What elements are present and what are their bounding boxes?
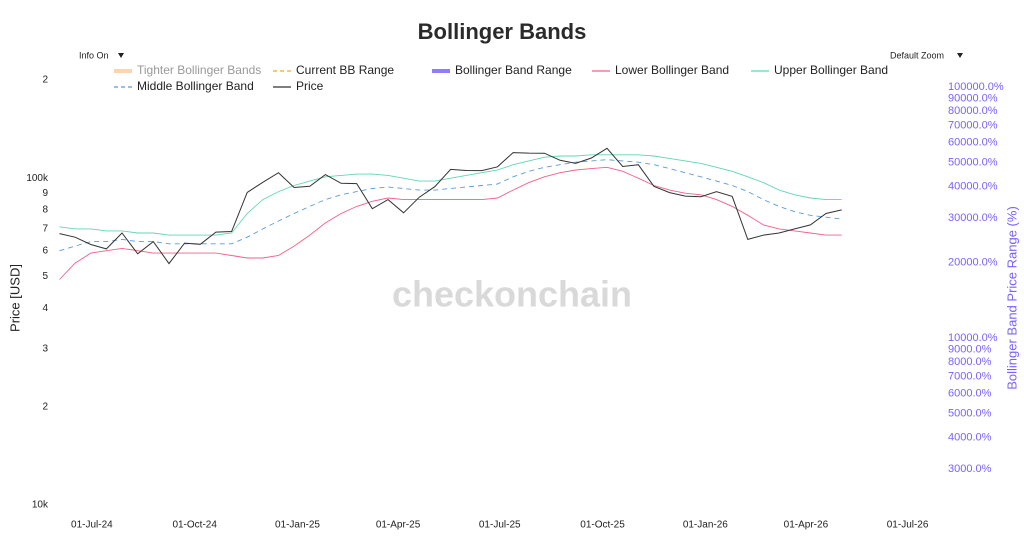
- y-tick-label: 3: [42, 344, 48, 355]
- dropdown-arrow[interactable]: [118, 53, 124, 58]
- y-tick-label: 2: [42, 401, 48, 412]
- series-line: [59, 154, 842, 236]
- x-tick-label: 01-Oct-24: [172, 520, 217, 531]
- y2-tick-label: 40000.0%: [948, 181, 998, 193]
- y2-tick-label: 7000.0%: [948, 371, 992, 383]
- dropdown-arrow[interactable]: [957, 53, 963, 58]
- legend-item[interactable]: Bollinger Band Range: [432, 63, 572, 77]
- y-tick-label: 2: [42, 75, 48, 86]
- button-label[interactable]: Default Zoom: [890, 50, 944, 60]
- y2-tick-label: 4000.0%: [948, 432, 992, 444]
- y2-tick-label: 5000.0%: [948, 407, 992, 419]
- y2-tick-label: 80000.0%: [948, 105, 998, 117]
- legend-item[interactable]: Upper Bollinger Band: [751, 63, 888, 77]
- legend-label: Upper Bollinger Band: [774, 63, 888, 77]
- x-tick-label: 01-Jul-26: [887, 520, 929, 531]
- y-tick-label: 5: [42, 271, 48, 282]
- watermark: checkonchain: [392, 274, 632, 315]
- y-tick-label: 7: [42, 224, 48, 235]
- legend-item[interactable]: Middle Bollinger Band: [114, 79, 254, 93]
- series-line: [59, 147, 842, 265]
- y2-tick-label: 10000.0%: [948, 332, 998, 344]
- x-tick-label: 01-Oct-25: [580, 520, 625, 531]
- y-tick-label: 10k: [32, 500, 49, 511]
- legend-label: Tighter Bollinger Bands: [137, 63, 261, 77]
- y-tick-label: 4: [42, 303, 48, 314]
- y2-tick-label: 9000.0%: [948, 343, 992, 355]
- legend-label: Current BB Range: [296, 63, 394, 77]
- legend-label: Lower Bollinger Band: [615, 63, 729, 77]
- y-tick-label: 8: [42, 205, 48, 216]
- x-tick-label: 01-Jan-25: [275, 520, 320, 531]
- legend-item[interactable]: Current BB Range: [273, 63, 394, 77]
- zoom-button[interactable]: Default Zoom: [890, 50, 963, 60]
- y2-tick-label: 6000.0%: [948, 388, 992, 400]
- series-line: [59, 166, 842, 280]
- y2-tick-label: 8000.0%: [948, 356, 992, 368]
- legend-item[interactable]: Lower Bollinger Band: [592, 63, 729, 77]
- y-tick-label: 9: [42, 188, 48, 199]
- y-tick-label: 100k: [26, 173, 49, 184]
- series-line: [59, 159, 842, 252]
- legend-label: Price: [296, 79, 324, 93]
- button-label[interactable]: Info On: [79, 50, 109, 60]
- legend-label: Bollinger Band Range: [455, 63, 572, 77]
- y2-tick-label: 20000.0%: [948, 256, 998, 268]
- info-button[interactable]: Info On: [79, 50, 124, 60]
- y2-axis-title: Bollinger Band Price Range (%): [1004, 206, 1019, 390]
- x-tick-label: 01-Apr-26: [784, 520, 829, 531]
- legend-item[interactable]: Tighter Bollinger Bands: [114, 63, 261, 77]
- x-tick-label: 01-Jul-24: [71, 520, 113, 531]
- y-axis-title: Price [USD]: [7, 264, 22, 332]
- chart-title: Bollinger Bands: [418, 19, 587, 44]
- legend-label: Middle Bollinger Band: [137, 79, 254, 93]
- y2-tick-label: 30000.0%: [948, 212, 998, 224]
- x-tick-label: 01-Jan-26: [683, 520, 728, 531]
- x-tick-label: 01-Apr-25: [376, 520, 421, 531]
- y2-tick-label: 60000.0%: [948, 137, 998, 149]
- x-tick-label: 01-Jul-25: [479, 520, 521, 531]
- legend-item[interactable]: Price: [273, 79, 324, 93]
- y-tick-label: 6: [42, 245, 48, 256]
- y2-tick-label: 50000.0%: [948, 156, 998, 168]
- y2-tick-label: 3000.0%: [948, 463, 992, 475]
- y2-tick-label: 70000.0%: [948, 120, 998, 132]
- y2-tick-label: 90000.0%: [948, 92, 998, 104]
- y2-tick-label: 100000.0%: [948, 81, 1004, 93]
